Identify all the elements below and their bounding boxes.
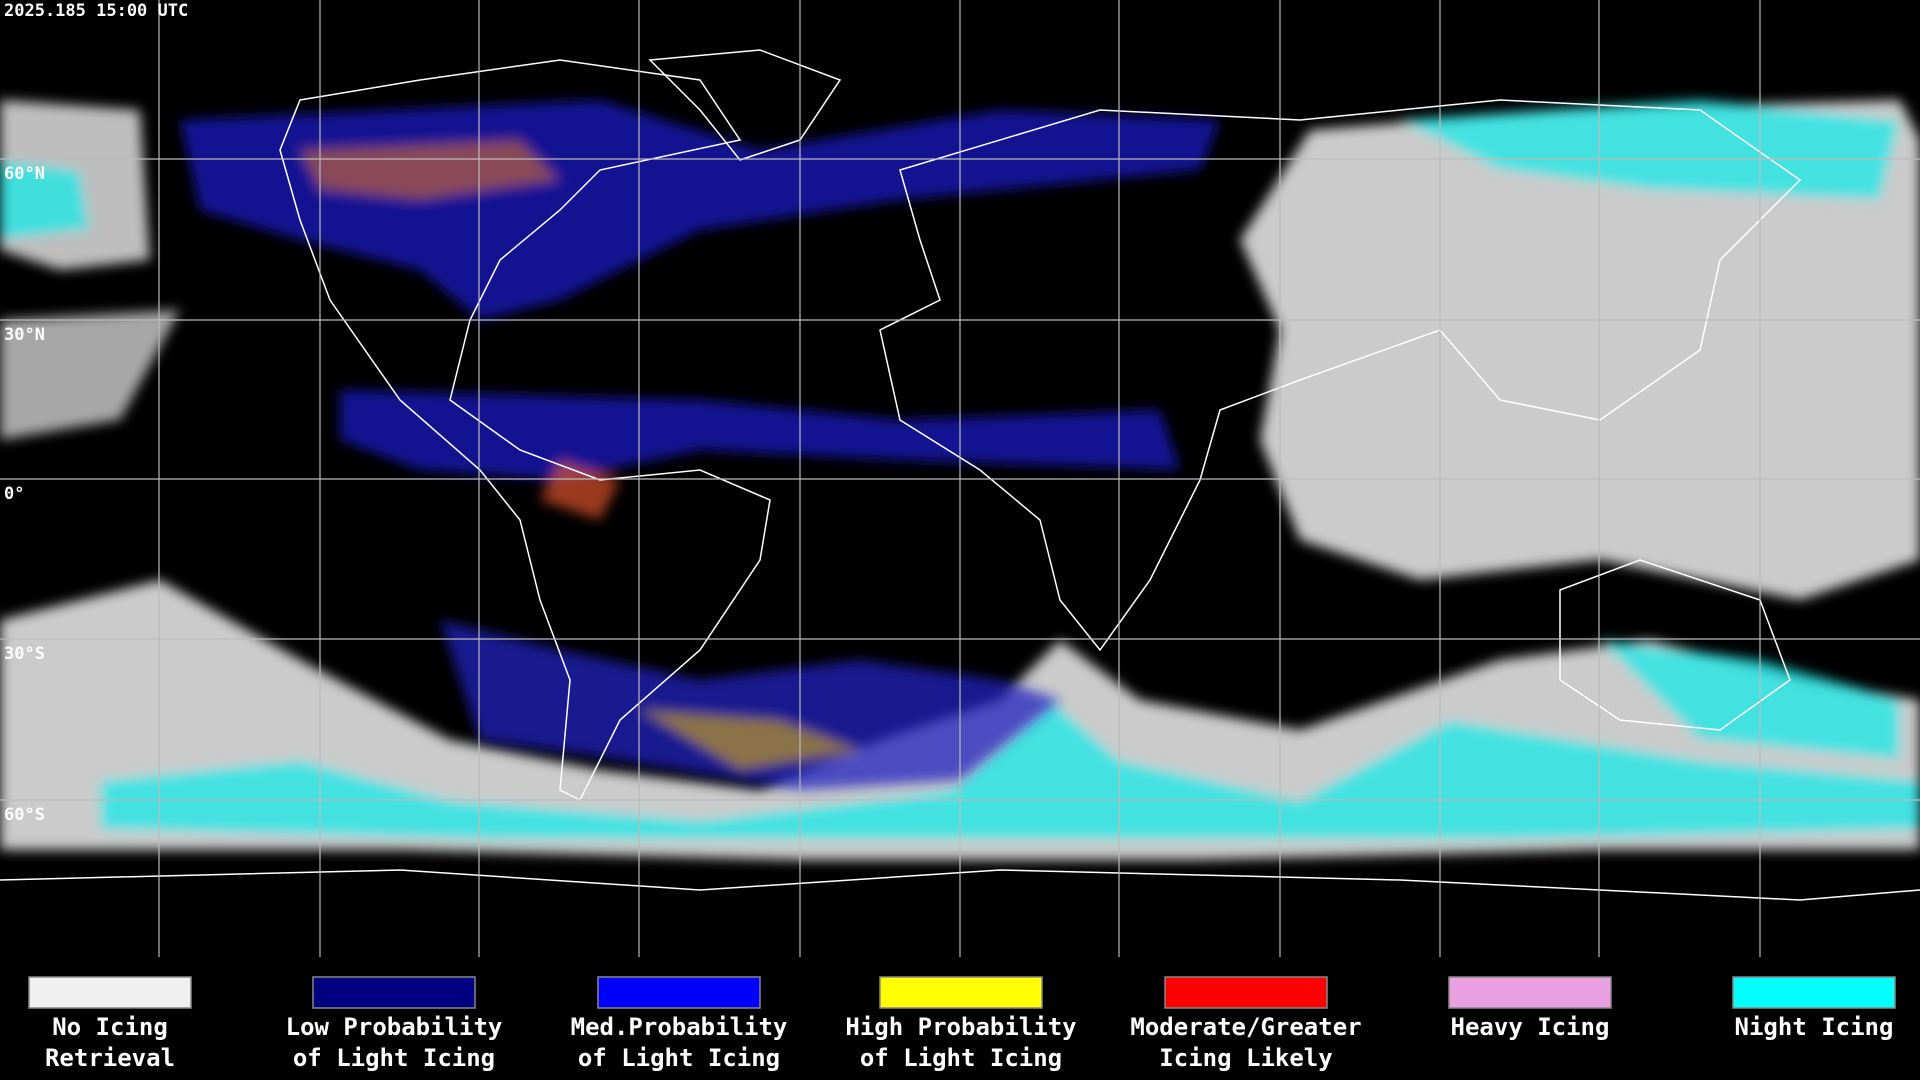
legend-label: Heavy Icing xyxy=(1451,1013,1610,1041)
legend-swatch xyxy=(597,976,761,1009)
legend-swatch xyxy=(1732,976,1896,1009)
legend-label: Icing Likely xyxy=(1159,1044,1332,1072)
australia-outline xyxy=(1559,559,1791,731)
legend-label: of Light Icing xyxy=(578,1044,780,1072)
coastlines xyxy=(0,49,1920,901)
legend-swatch xyxy=(312,976,476,1009)
latitude-label: 60°N xyxy=(4,164,45,184)
legend-label: Low Probability xyxy=(286,1013,503,1041)
legend-swatch xyxy=(1164,976,1328,1009)
eurasia-africa-outline xyxy=(879,99,1802,652)
latitude-label: 0° xyxy=(4,484,24,504)
antarctica-outline xyxy=(0,869,1920,901)
timestamp: 2025.185 15:00 UTC xyxy=(4,1,188,21)
legend-label: Moderate/Greater xyxy=(1130,1013,1361,1041)
americas-outline xyxy=(279,59,771,802)
legend-label: Retrieval xyxy=(45,1044,175,1072)
legend-label: High Probability xyxy=(845,1013,1076,1041)
legend-label: No Icing xyxy=(52,1013,168,1041)
latitude-label: 30°S xyxy=(4,644,45,664)
legend-label: Med.Probability xyxy=(571,1013,788,1041)
legend-label: of Light Icing xyxy=(293,1044,495,1072)
legend-swatch xyxy=(879,976,1043,1009)
graticule xyxy=(0,0,1920,957)
legend-label: of Light Icing xyxy=(860,1044,1062,1072)
legend-swatch xyxy=(1448,976,1612,1009)
latitude-label: 30°N xyxy=(4,325,45,345)
latitude-label: 60°S xyxy=(4,805,45,825)
legend-swatch xyxy=(28,976,192,1009)
legend-label: Night Icing xyxy=(1735,1013,1894,1041)
